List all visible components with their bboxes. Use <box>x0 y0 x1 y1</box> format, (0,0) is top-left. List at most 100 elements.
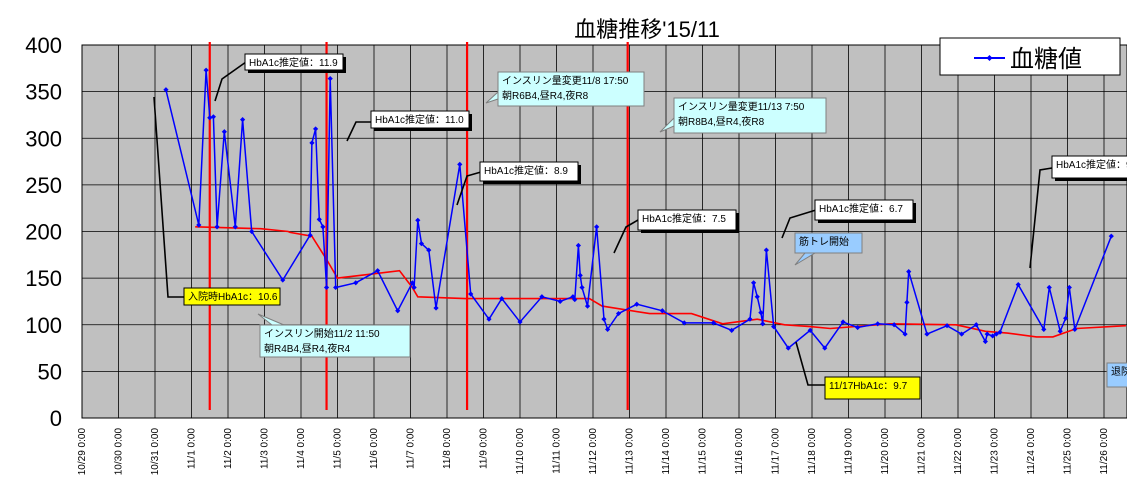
data-point <box>993 331 999 337</box>
callout-cyan: インスリン量変更11/8 17:50 朝R6B4,昼R4,夜R8 <box>485 71 645 107</box>
data-point <box>499 296 505 302</box>
y-tick-label: 100 <box>25 313 62 338</box>
data-point <box>944 323 950 329</box>
callout-text: HbA1c推定値：8.9 <box>484 164 568 177</box>
data-point <box>353 280 359 286</box>
callout-text: HbA1c推定値：11.0 <box>375 113 464 126</box>
data-point <box>990 333 996 339</box>
x-tick-label: 11/7 0:00 <box>406 428 417 469</box>
data-point <box>570 294 576 300</box>
y-tick-label: 0 <box>50 406 62 431</box>
callout-leader-line <box>1029 167 1053 269</box>
data-point <box>902 331 908 337</box>
data-point <box>771 324 777 330</box>
data-point <box>1066 284 1072 291</box>
callout-cyan: インスリン開始11/2 11:50 朝R4B4,昼R4,夜R4 <box>257 313 411 358</box>
data-point <box>249 228 255 235</box>
callout-leader-line <box>214 61 247 102</box>
data-point <box>760 321 766 327</box>
callout-text: 11/17HbA1c：9.7 <box>829 381 908 392</box>
x-tick-label: 11/1 0:00 <box>187 428 198 469</box>
data-point <box>320 224 326 230</box>
x-tick-label: 11/3 0:00 <box>260 428 271 469</box>
callout-pointer <box>257 313 285 326</box>
callout-blue: 筋トレ開始 <box>794 232 863 266</box>
callout-text: HbA1c推定値：9 <box>1056 158 1127 171</box>
data-point <box>997 329 1003 335</box>
callout-text: HbA1c推定値：6.7 <box>819 202 903 215</box>
callout-box <box>497 71 645 107</box>
data-point <box>418 241 425 247</box>
callout-white: HbA1c推定値：11.0 <box>370 110 472 131</box>
data-point <box>409 280 415 286</box>
data-point <box>1072 326 1078 333</box>
callout-pointer <box>485 90 499 104</box>
data-point <box>395 308 401 314</box>
x-tick-label: 11/25 0:00 <box>1063 428 1074 475</box>
data-point <box>891 322 897 328</box>
data-point <box>710 320 717 326</box>
data-point <box>758 310 764 316</box>
data-point <box>729 327 735 333</box>
x-tick-label: 11/12 0:00 <box>588 428 599 475</box>
callout-box <box>824 376 921 400</box>
data-point <box>984 331 990 337</box>
callout-text: 朝R4B4,昼R4,夜R4 <box>264 342 351 355</box>
data-point <box>584 303 591 309</box>
data-point <box>1041 326 1047 333</box>
callout-box <box>673 97 827 134</box>
callout-text: インスリン量変更11/8 17:50 <box>502 74 629 87</box>
data-point <box>754 294 760 300</box>
data-point <box>605 326 611 333</box>
x-tick-label: 11/10 0:00 <box>515 428 526 475</box>
x-tick-label: 11/21 0:00 <box>917 428 928 475</box>
x-tick-label: 11/9 0:00 <box>479 428 490 469</box>
data-point <box>807 327 813 333</box>
data-point <box>411 284 417 291</box>
x-tick-label: 11/23 0:00 <box>990 428 1001 475</box>
data-point <box>1057 328 1063 334</box>
y-tick-label: 50 <box>38 359 62 384</box>
data-point <box>840 319 846 325</box>
data-point <box>316 216 322 222</box>
data-point <box>973 322 979 328</box>
data-point <box>575 242 581 249</box>
callout-box <box>814 199 914 221</box>
legend-box <box>939 37 1121 76</box>
data-point <box>433 305 439 311</box>
data-point <box>1108 233 1114 239</box>
callout-box <box>370 110 470 129</box>
data-point <box>309 140 315 146</box>
data-point <box>906 268 912 275</box>
callout-leader-line <box>795 341 826 386</box>
y-tick-label: 150 <box>25 266 62 291</box>
callout-box <box>794 232 863 254</box>
x-tick-label: 11/22 0:00 <box>953 428 964 475</box>
x-tick-label: 11/14 0:00 <box>661 428 672 475</box>
callout-box <box>479 161 579 182</box>
y-tick-label: 250 <box>25 173 62 198</box>
callout-pointer <box>794 252 817 266</box>
callout-box <box>259 324 411 358</box>
x-tick-label: 11/15 0:00 <box>698 428 709 475</box>
data-point <box>681 320 687 326</box>
callout-box <box>637 209 737 231</box>
data-point <box>959 331 965 337</box>
callout-leader-line <box>456 171 482 206</box>
data-point <box>426 247 432 253</box>
data-point <box>904 299 910 305</box>
callout-box <box>183 287 281 306</box>
y-tick-label: 400 <box>25 33 62 58</box>
data-point <box>763 247 769 253</box>
data-point <box>210 114 216 120</box>
data-point <box>333 284 339 291</box>
data-point <box>572 296 578 303</box>
data-point <box>1046 284 1052 291</box>
callout-box <box>1106 362 1127 388</box>
callout-leader-line <box>613 219 639 254</box>
callout-text: HbA1c推定値：11.9 <box>249 56 338 69</box>
data-point <box>240 117 246 123</box>
data-point <box>457 161 463 167</box>
data-point <box>221 129 227 135</box>
y-tick-label: 200 <box>25 220 62 245</box>
